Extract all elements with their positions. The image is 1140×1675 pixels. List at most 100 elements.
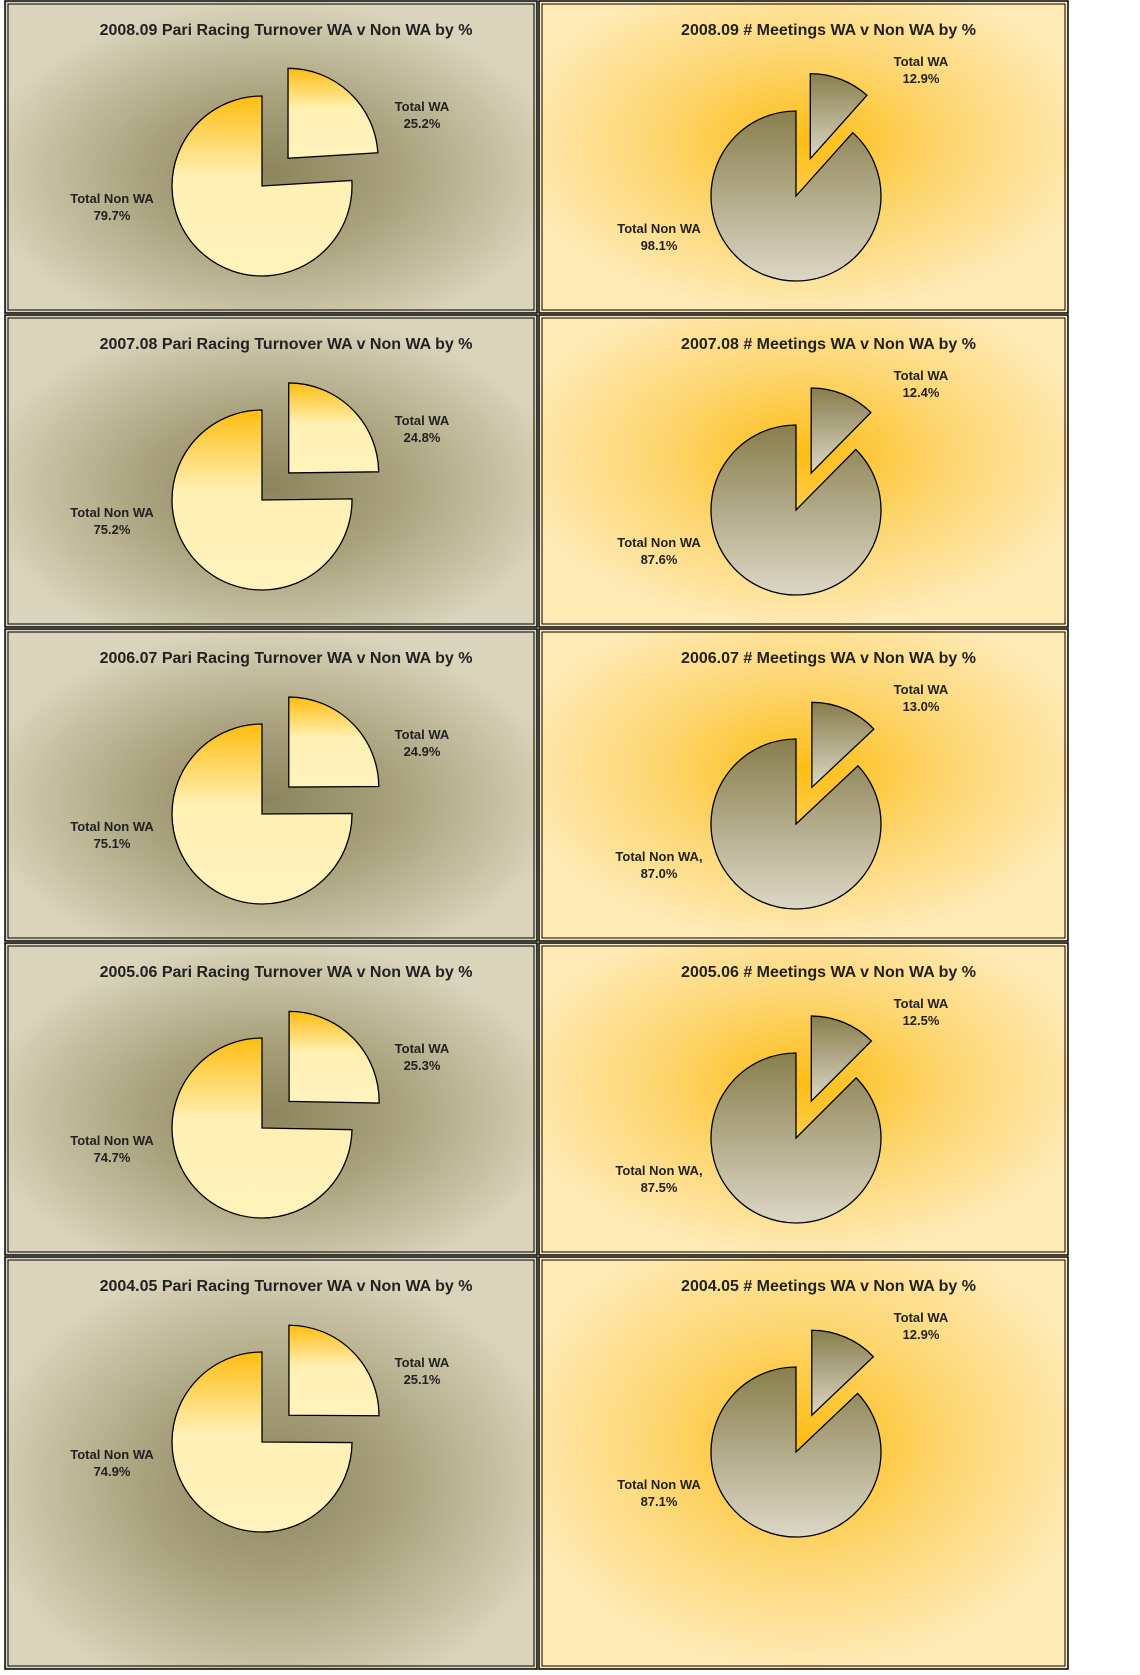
data-label: Total Non WA 87.1% — [617, 1477, 701, 1509]
chart-title: 2006.07 # Meetings WA v Non WA by % — [681, 650, 976, 667]
pie-slice — [288, 1010, 380, 1104]
label-value: 75.1% — [94, 836, 131, 851]
panel-inner-border — [7, 631, 535, 939]
pie-slice — [171, 409, 353, 591]
data-label: Total Non WA 87.6% — [617, 535, 701, 567]
pie-slice — [710, 1052, 882, 1224]
panel-inner-border — [541, 3, 1066, 311]
label-value: 74.9% — [94, 1464, 131, 1479]
data-label: Total Non WA 74.7% — [70, 1133, 154, 1165]
label-category: Total Non WA — [617, 221, 701, 236]
data-label: Total WA 25.2% — [395, 99, 450, 131]
panel-inner-border — [541, 945, 1066, 1253]
data-label: Total Non WA 98.1% — [617, 221, 701, 253]
label-category: Total Non WA — [617, 535, 701, 550]
pie-slice — [809, 72, 868, 161]
data-label: Total WA 12.9% — [894, 1310, 949, 1342]
label-value: 25.3% — [404, 1058, 441, 1073]
label-value: 25.1% — [404, 1372, 441, 1387]
pie-slice — [288, 696, 380, 788]
label-category: Total WA — [395, 1041, 450, 1056]
chart-title: 2008.09 Pari Racing Turnover WA v Non WA… — [100, 22, 473, 39]
label-value: 74.7% — [94, 1150, 131, 1165]
label-category: Total Non WA — [617, 1477, 701, 1492]
pie-slice — [288, 382, 380, 474]
pie-slice — [288, 1324, 380, 1417]
label-category: Total WA — [395, 1355, 450, 1370]
label-category: Total WA — [894, 1310, 949, 1325]
panel-inner-border — [7, 317, 535, 625]
panel-inner-border — [541, 631, 1066, 939]
data-label: Total Non WA 79.7% — [70, 191, 154, 223]
panel-inner-border — [541, 1259, 1066, 1667]
label-value: 24.9% — [404, 744, 441, 759]
label-value: 87.0% — [641, 866, 678, 881]
label-category: Total WA — [395, 99, 450, 114]
data-label: Total Non WA 74.9% — [70, 1447, 154, 1479]
data-label: Total WA 13.0% — [894, 682, 949, 714]
chart-title: 2004.05 Pari Racing Turnover WA v Non WA… — [100, 1278, 473, 1295]
chart-title: 2004.05 # Meetings WA v Non WA by % — [681, 1278, 976, 1295]
label-category: Total Non WA, — [615, 849, 702, 864]
chart-title: 2007.08 Pari Racing Turnover WA v Non WA… — [100, 336, 473, 353]
label-value: 75.2% — [94, 522, 131, 537]
label-value: 12.9% — [903, 71, 940, 86]
data-label: Total WA 12.9% — [894, 54, 949, 86]
pie-slice — [171, 1351, 353, 1533]
pie-slice — [810, 1015, 873, 1103]
data-label: Total WA 12.5% — [894, 996, 949, 1028]
label-category: Total WA — [395, 727, 450, 742]
label-category: Total Non WA — [70, 505, 154, 520]
label-category: Total Non WA — [70, 1447, 154, 1462]
data-label: Total Non WA, 87.5% — [615, 1163, 702, 1195]
chart-title: 2007.08 # Meetings WA v Non WA by % — [681, 336, 976, 353]
chart-title: 2006.07 Pari Racing Turnover WA v Non WA… — [100, 650, 473, 667]
label-value: 79.7% — [94, 208, 131, 223]
label-value: 87.1% — [641, 1494, 678, 1509]
panel-inner-border — [7, 3, 535, 311]
data-label: Total Non WA 75.1% — [70, 819, 154, 851]
chart-title: 2005.06 # Meetings WA v Non WA by % — [681, 964, 976, 981]
label-value: 25.2% — [404, 116, 441, 131]
label-value: 12.5% — [903, 1013, 940, 1028]
pie-slice — [710, 424, 882, 596]
label-category: Total Non WA — [70, 1133, 154, 1148]
pie-slice — [810, 387, 872, 475]
data-label: Total WA 12.4% — [894, 368, 949, 400]
data-label: Total WA 25.3% — [395, 1041, 450, 1073]
label-category: Total WA — [894, 54, 949, 69]
panel-inner-border — [7, 1259, 535, 1667]
label-category: Total WA — [894, 368, 949, 383]
label-value: 87.6% — [641, 552, 678, 567]
chart-title: 2005.06 Pari Racing Turnover WA v Non WA… — [100, 964, 473, 981]
data-label: Total WA 24.9% — [395, 727, 450, 759]
label-category: Total Non WA — [70, 191, 154, 206]
label-category: Total Non WA — [70, 819, 154, 834]
label-category: Total WA — [894, 682, 949, 697]
data-label: Total Non WA 75.2% — [70, 505, 154, 537]
pie-slice — [710, 738, 882, 910]
data-label: Total WA 25.1% — [395, 1355, 450, 1387]
data-label: Total WA 24.8% — [395, 413, 450, 445]
pie-slice — [287, 67, 379, 160]
pie-slice — [171, 95, 353, 277]
label-value: 12.9% — [903, 1327, 940, 1342]
chart-title: 2008.09 # Meetings WA v Non WA by % — [681, 22, 976, 39]
data-label: Total Non WA, 87.0% — [615, 849, 702, 881]
label-value: 12.4% — [903, 385, 940, 400]
label-category: Total WA — [894, 996, 949, 1011]
pie-slice — [811, 1329, 875, 1417]
label-value: 13.0% — [903, 699, 940, 714]
label-value: 98.1% — [641, 238, 678, 253]
pie-slice — [710, 110, 882, 282]
label-category: Total WA — [395, 413, 450, 428]
pie-slice — [171, 723, 353, 905]
label-value: 24.8% — [404, 430, 441, 445]
label-value: 87.5% — [641, 1180, 678, 1195]
label-category: Total Non WA, — [615, 1163, 702, 1178]
pie-slice — [811, 701, 875, 789]
panel-inner-border — [7, 945, 535, 1253]
pie-slice — [710, 1366, 882, 1538]
